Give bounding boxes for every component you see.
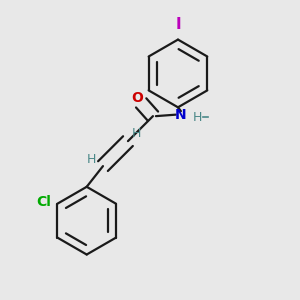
Text: N: N [175, 108, 187, 122]
Text: H: H [87, 153, 97, 166]
Text: Cl: Cl [37, 195, 52, 209]
Text: H: H [192, 110, 202, 124]
Text: I: I [175, 17, 181, 32]
Text: O: O [131, 91, 143, 105]
Text: H: H [132, 127, 142, 140]
